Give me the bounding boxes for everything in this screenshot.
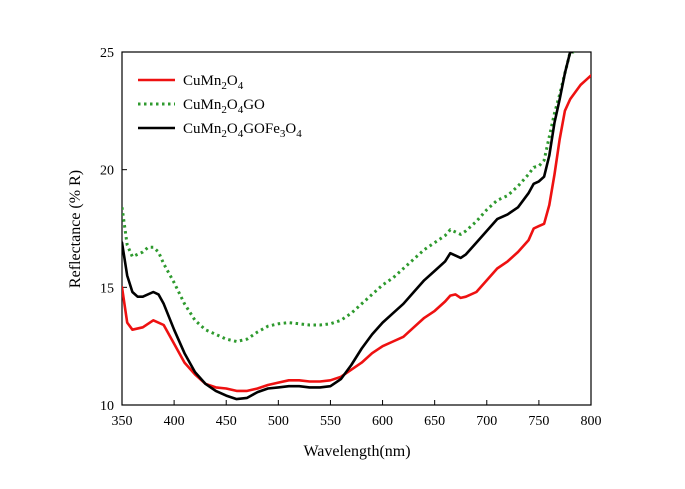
x-tick-label: 350 [112,414,133,429]
x-tick-label: 400 [164,414,185,429]
y-tick-label: 15 [100,281,114,296]
x-tick-label: 700 [476,414,497,429]
x-tick-label: 500 [268,414,289,429]
legend-label: CuMn2O4GOFe3O4 [183,121,302,140]
y-axis-title: Reflectance (% R) [67,170,84,288]
x-tick-label: 550 [320,414,341,429]
x-tick-label: 650 [424,414,445,429]
y-tick-label: 25 [100,46,114,61]
legend-label: CuMn2O4GO [183,97,265,116]
y-tick-label: 10 [100,399,114,414]
series-line-CuMn2O4GO [122,52,576,343]
y-tick-label: 20 [100,164,114,179]
x-tick-label: 600 [372,414,393,429]
x-axis-title: Wavelength(nm) [303,443,410,460]
legend: CuMn2O4 CuMn2O4GO CuMn2O4GOFe3O4 [138,73,302,140]
x-tick-label: 450 [216,414,237,429]
plot-frame [121,51,592,406]
series-line-CuMn2O4GOFe3O4 [122,52,574,401]
x-tick-label: 750 [528,414,549,429]
axes-layer: 350 400 450 500 550 600 650 700 750 800 10 15 20 25 [100,46,602,429]
x-tick-label: 800 [581,414,602,429]
series-layer [122,52,591,401]
legend-label: CuMn2O4 [183,73,244,92]
